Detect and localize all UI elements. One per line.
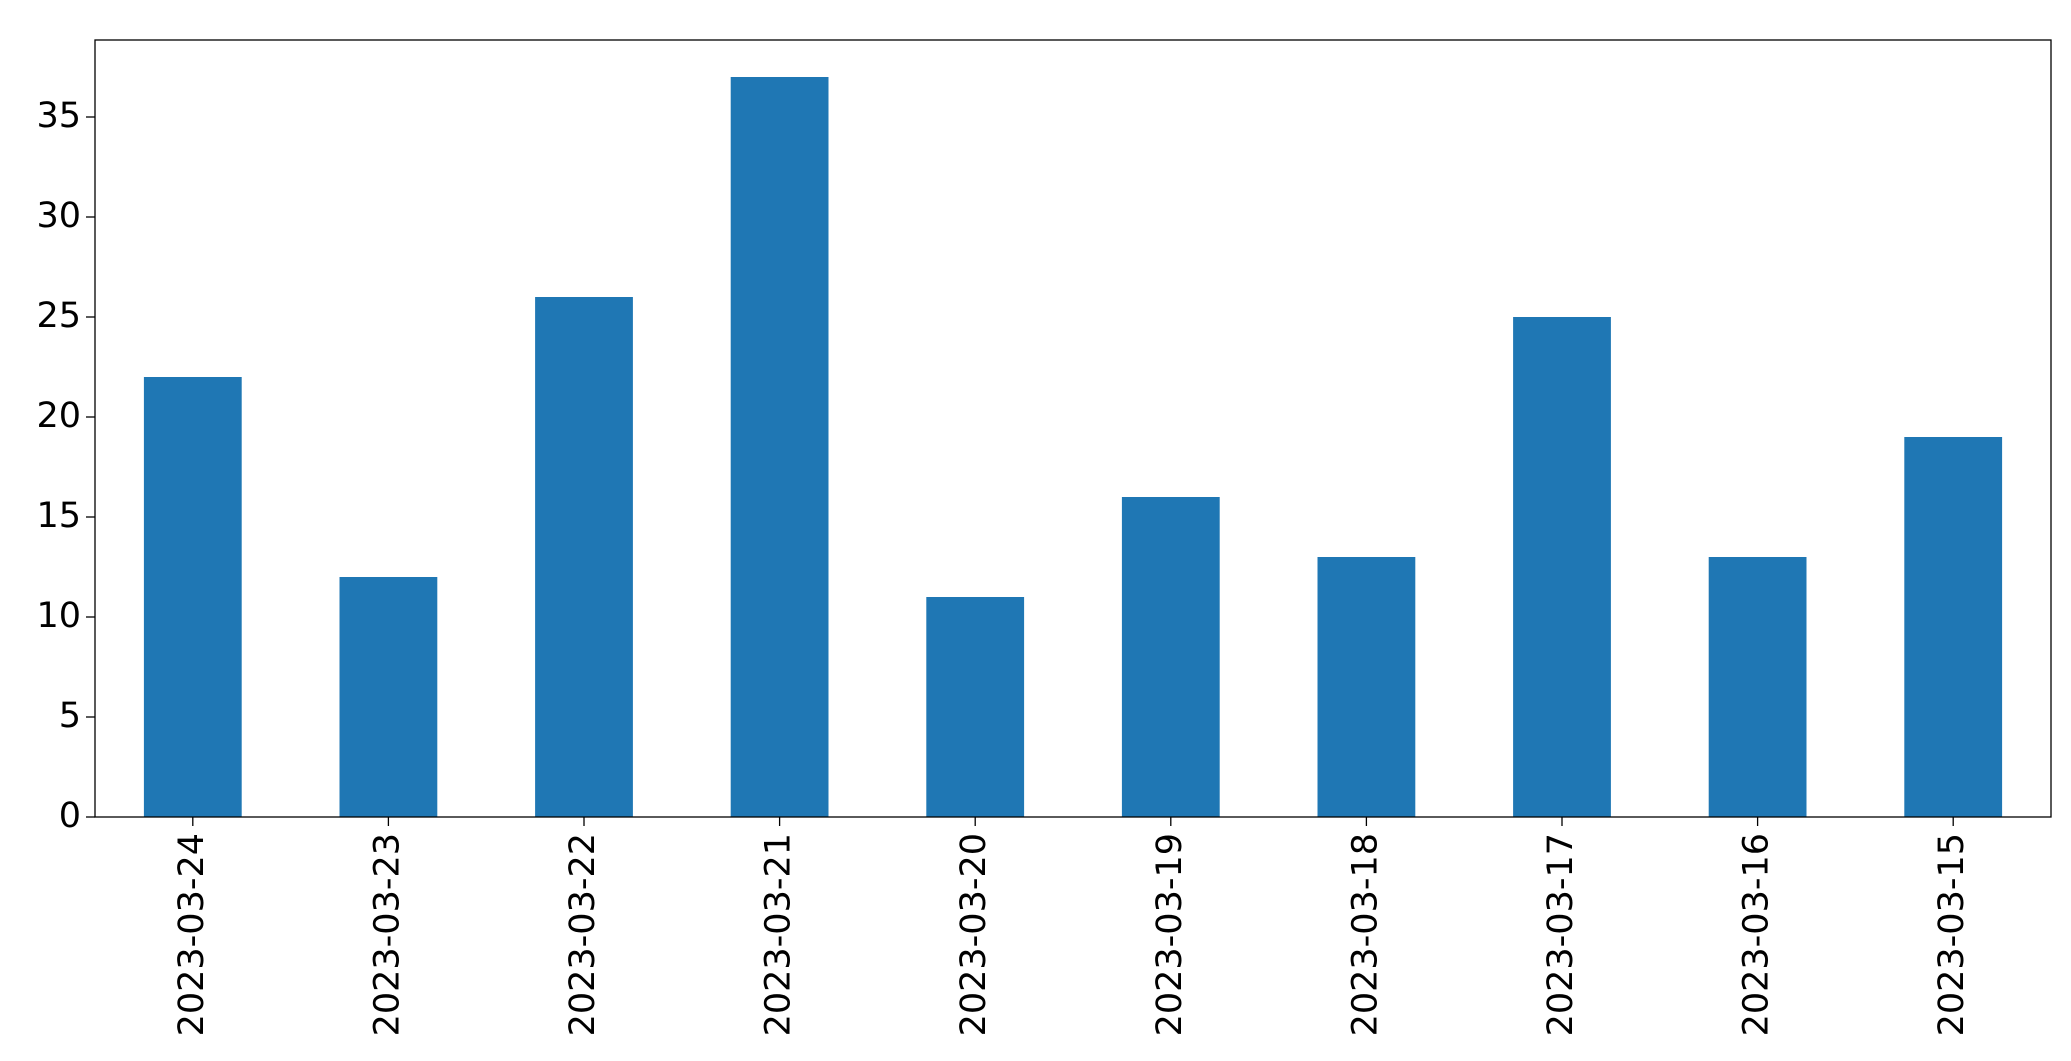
bar (1121, 497, 1220, 817)
x-tick-label: 2023-03-23 (367, 833, 407, 1036)
x-tick-label: 2023-03-19 (1150, 833, 1190, 1036)
y-tick-label: 20 (36, 396, 81, 436)
x-tick-label: 2023-03-24 (172, 833, 212, 1036)
y-tick-label: 25 (36, 296, 81, 336)
bar (1904, 437, 2003, 817)
x-tick-label: 2023-03-17 (1541, 833, 1581, 1036)
y-tick-label: 15 (36, 496, 81, 536)
x-tick-label: 2023-03-22 (563, 833, 603, 1036)
bar (1317, 557, 1416, 817)
bar (730, 77, 829, 817)
x-tick-label: 2023-03-16 (1737, 833, 1777, 1036)
bar (926, 597, 1025, 817)
x-tick-label: 2023-03-20 (954, 833, 994, 1036)
y-tick-label: 10 (36, 596, 81, 636)
y-tick-label: 35 (36, 96, 81, 136)
bar (143, 377, 242, 817)
y-tick-label: 5 (59, 696, 81, 736)
y-tick-label: 30 (36, 196, 81, 236)
x-tick-label: 2023-03-15 (1932, 833, 1972, 1036)
x-tick-label: 2023-03-18 (1345, 833, 1385, 1036)
bar (339, 577, 438, 817)
bar (1513, 317, 1611, 817)
bar (535, 297, 633, 817)
y-tick-label: 0 (59, 796, 81, 836)
x-tick-label: 2023-03-21 (759, 833, 799, 1036)
bar (1708, 557, 1807, 817)
plot-frame (94, 39, 2052, 818)
